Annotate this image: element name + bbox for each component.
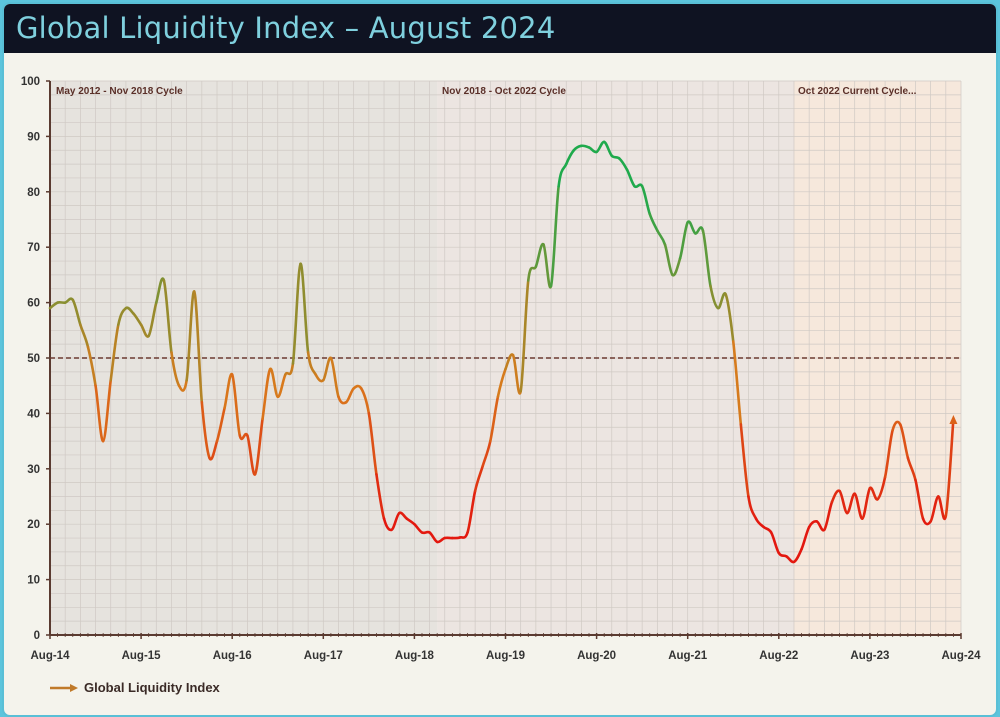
series-line-segment (823, 500, 834, 532)
series-line-segment (170, 351, 181, 387)
series-line-segment (944, 417, 955, 518)
legend: Global Liquidity Index (50, 680, 220, 695)
y-tick-label: 60 (27, 298, 40, 310)
series-line-segment (724, 292, 735, 343)
series-line-segment (519, 279, 530, 393)
series-line-segment (557, 162, 568, 188)
series-line-segment (481, 439, 492, 468)
x-tick-label: Aug-23 (850, 650, 889, 662)
x-tick-label: Aug-14 (31, 650, 71, 662)
series-line-segment (200, 401, 211, 460)
y-tick-label: 70 (27, 242, 40, 254)
series-line-segment (656, 229, 667, 246)
series-line-segment (253, 417, 264, 476)
series-line-segment (496, 367, 507, 399)
y-tick-label: 0 (34, 630, 40, 642)
page-title: Global Liquidity Index – August 2024 (16, 11, 556, 45)
x-tick-label: Aug-15 (122, 650, 162, 662)
series-line-segment (71, 298, 82, 327)
x-tick-label: Aug-20 (577, 650, 616, 662)
cycle-label: May 2012 - Nov 2018 Cycle (56, 86, 183, 97)
series-line-segment (215, 406, 226, 443)
series-line-segment (162, 279, 173, 354)
x-tick-label: Aug-21 (668, 650, 708, 662)
series-line-segment (914, 478, 925, 520)
header-bar: Global Liquidity Index – August 2024 (4, 4, 996, 53)
cycle-label: Nov 2018 - Oct 2022 Cycle (442, 86, 566, 97)
series-line-segment (147, 301, 158, 338)
series-line-segment (876, 475, 887, 501)
x-tick-label: Aug-19 (486, 650, 525, 662)
series-line-segment (291, 262, 302, 365)
series-line-segment (701, 229, 712, 288)
legend-arrow-icon (50, 683, 78, 692)
cycle-label: Oct 2022 Current Cycle... (798, 86, 917, 97)
series-line-segment (731, 340, 743, 426)
x-tick-label: Aug-16 (213, 650, 252, 662)
series-line-segment (329, 356, 340, 399)
series-line-segment (898, 423, 910, 460)
x-tick-label: Aug-17 (304, 650, 343, 662)
series-line-segment (747, 495, 758, 520)
series-line-segment (739, 423, 750, 498)
series-line-segment (299, 262, 310, 354)
series-line-segment (276, 373, 287, 399)
series-line-segment (261, 367, 272, 421)
series-line-segment (458, 531, 469, 539)
series-line-segment (359, 387, 371, 415)
series-line-segment (792, 547, 803, 564)
series-line-segment (109, 323, 120, 382)
x-tick-label: Aug-22 (759, 650, 798, 662)
series-line-segment (154, 277, 166, 304)
series-line-segment (208, 439, 219, 461)
series-line-segment (769, 531, 781, 555)
series-line-segment (192, 290, 204, 404)
x-tick-label: Aug-18 (395, 650, 435, 662)
y-tick-label: 20 (27, 519, 40, 531)
series-line-segment (936, 495, 948, 521)
y-tick-label: 90 (27, 131, 40, 143)
series-line-segment (230, 373, 242, 437)
series-line-segment (549, 184, 560, 288)
series-end-arrow (949, 414, 958, 424)
y-tick-label: 40 (27, 408, 40, 420)
series-line-segment (648, 212, 659, 232)
series-line-segment (284, 362, 295, 376)
series-line-segment (800, 525, 811, 551)
series-line-segment (101, 378, 113, 443)
series-line-segment (883, 428, 894, 479)
series-line-segment (861, 486, 872, 520)
x-tick-label: Aug-24 (942, 650, 982, 662)
y-tick-label: 30 (27, 464, 40, 476)
y-tick-label: 10 (27, 575, 40, 587)
series-line-segment (678, 220, 689, 260)
series-line-segment (86, 345, 97, 387)
series-line-segment (177, 378, 188, 392)
series-line-segment (906, 456, 917, 482)
series-line-segment (511, 353, 522, 395)
series-line-segment (640, 184, 652, 216)
legend-label: Global Liquidity Index (84, 680, 220, 695)
series-line-segment (489, 395, 500, 443)
series-line-segment (671, 256, 682, 277)
series-line-segment (693, 226, 705, 235)
series-line-segment (473, 464, 485, 493)
series-line-segment (466, 489, 477, 534)
series-line-segment (618, 157, 629, 171)
series-line-segment (375, 473, 386, 520)
y-tick-label: 50 (27, 353, 40, 365)
series-line-segment (367, 412, 378, 476)
series-line-segment (79, 323, 90, 349)
y-tick-label: 80 (27, 187, 40, 199)
line-chart: May 2012 - Nov 2018 Cycle Nov 2018 - Oct … (21, 76, 982, 662)
y-tick-label: 100 (21, 76, 40, 88)
